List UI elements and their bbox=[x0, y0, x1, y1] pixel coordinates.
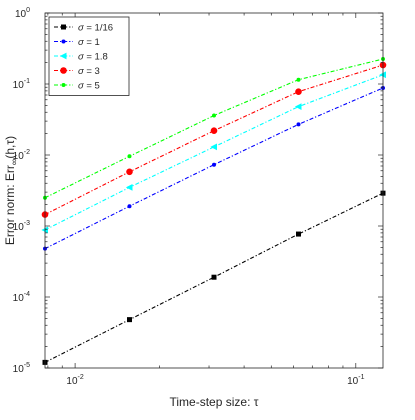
y-tick-label-base: 10 bbox=[13, 151, 25, 162]
y-tick-label: 10-2 bbox=[13, 149, 30, 162]
y-axis-label: Error norm: Err∞(h,τ) bbox=[3, 136, 19, 245]
axes-box bbox=[44, 12, 384, 369]
y-tick-label-base: 10 bbox=[15, 9, 27, 20]
data-point bbox=[210, 143, 217, 151]
data-point bbox=[211, 274, 217, 280]
data-point bbox=[212, 162, 216, 167]
y-axis-label-group: Error norm: Err∞(h,τ) bbox=[3, 136, 19, 245]
legend-label-symbol: σ bbox=[78, 66, 85, 77]
y-tick-label-exponent: 0 bbox=[26, 7, 30, 14]
data-point bbox=[212, 113, 216, 118]
data-point bbox=[296, 122, 301, 127]
y-tick-label-base: 10 bbox=[13, 80, 25, 91]
legend-entry: σ = 3 bbox=[54, 66, 100, 77]
y-axis-label-tail: (h,τ) bbox=[3, 136, 17, 159]
legend-label: σ = 5 bbox=[78, 81, 100, 92]
x-tick-label-base: 10 bbox=[347, 376, 359, 387]
legend-label: σ = 3 bbox=[78, 66, 100, 77]
x-tick-label-exponent: -2 bbox=[78, 374, 84, 381]
x-tick-label: 10-1 bbox=[347, 374, 364, 387]
legend-entry: σ = 1.8 bbox=[54, 52, 108, 63]
y-tick-label-exponent: -5 bbox=[24, 362, 30, 369]
y-tick-label: 10-1 bbox=[13, 78, 30, 91]
data-point bbox=[296, 77, 301, 82]
data-point bbox=[296, 231, 301, 237]
series-5 bbox=[43, 56, 385, 200]
y-tick-label-exponent: -1 bbox=[24, 78, 30, 85]
legend-entry: σ = 1 bbox=[54, 37, 100, 48]
y-axis-label-subscript: ∞ bbox=[9, 159, 19, 165]
x-tick-label: 10-2 bbox=[66, 374, 83, 387]
data-point bbox=[126, 168, 133, 176]
y-tick-label: 10-3 bbox=[13, 220, 30, 233]
legend-label-value: = 1/16 bbox=[84, 23, 113, 34]
data-point bbox=[127, 317, 132, 323]
legend-marker bbox=[59, 52, 67, 60]
y-tick-label: 10-5 bbox=[13, 362, 30, 375]
legend-label-symbol: σ bbox=[78, 52, 85, 63]
data-point bbox=[295, 88, 302, 95]
y-tick-label: 100 bbox=[15, 7, 30, 20]
series-line bbox=[44, 192, 384, 363]
legend-marker bbox=[61, 83, 66, 87]
legend-marker bbox=[61, 39, 66, 44]
legend-entry: σ = 5 bbox=[54, 81, 100, 92]
y-tick-label-base: 10 bbox=[13, 293, 25, 304]
legend: σ = 1/16σ = 1σ = 1.8σ = 3σ = 5 bbox=[48, 16, 130, 96]
y-axis-label-main: Error norm: Err bbox=[3, 165, 17, 245]
data-point bbox=[125, 183, 133, 191]
y-tick-label-exponent: -2 bbox=[24, 149, 30, 156]
x-axis-label: Time-step size: τ bbox=[170, 395, 259, 409]
legend-label: σ = 1/16 bbox=[78, 23, 113, 34]
data-point bbox=[127, 204, 132, 209]
legend-label: σ = 1 bbox=[78, 37, 100, 48]
data-point bbox=[210, 127, 218, 134]
series-line bbox=[44, 87, 384, 250]
x-tick-label-base: 10 bbox=[66, 376, 78, 387]
data-point bbox=[127, 154, 132, 159]
y-tick-label-exponent: -4 bbox=[24, 291, 30, 298]
legend-label-value: = 1.8 bbox=[84, 52, 108, 63]
data-point bbox=[294, 103, 302, 111]
y-tick-label: 10-4 bbox=[13, 291, 30, 304]
series-4 bbox=[41, 61, 387, 218]
legend-label-symbol: σ bbox=[78, 23, 85, 34]
legend-marker bbox=[60, 67, 67, 74]
x-tick-label-exponent: -1 bbox=[358, 374, 364, 381]
legend-marker bbox=[61, 24, 66, 30]
legend-entry: σ = 1/16 bbox=[54, 23, 113, 34]
y-tick-label-base: 10 bbox=[13, 222, 25, 233]
legend-label-value: = 1 bbox=[84, 37, 100, 48]
legend-label-value: = 5 bbox=[84, 81, 100, 92]
legend-label: σ = 1.8 bbox=[78, 52, 108, 63]
y-tick-label-base: 10 bbox=[13, 364, 25, 375]
legend-label-symbol: σ bbox=[78, 37, 85, 48]
y-tick-label-exponent: -3 bbox=[24, 220, 30, 227]
legend-label-value: = 3 bbox=[84, 66, 100, 77]
legend-label-symbol: σ bbox=[78, 81, 85, 92]
